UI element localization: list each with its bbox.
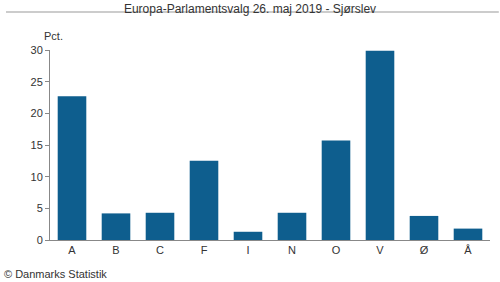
- svg-text:0: 0: [37, 234, 43, 246]
- svg-text:Å: Å: [464, 244, 472, 256]
- svg-text:O: O: [332, 244, 341, 256]
- svg-text:Europa-Parlamentsvalg 26. maj: Europa-Parlamentsvalg 26. maj 2019 - Sjø…: [124, 2, 376, 16]
- svg-text:N: N: [288, 244, 296, 256]
- svg-text:I: I: [246, 244, 249, 256]
- svg-text:5: 5: [37, 202, 43, 214]
- svg-text:© Danmarks Statistik: © Danmarks Statistik: [4, 268, 107, 280]
- svg-text:15: 15: [31, 139, 43, 151]
- svg-text:20: 20: [31, 107, 43, 119]
- svg-text:30: 30: [31, 44, 43, 56]
- svg-text:25: 25: [31, 76, 43, 88]
- svg-text:F: F: [201, 244, 208, 256]
- svg-text:Pct.: Pct.: [44, 30, 63, 42]
- svg-text:A: A: [68, 244, 76, 256]
- svg-text:C: C: [156, 244, 164, 256]
- svg-text:V: V: [376, 244, 384, 256]
- svg-text:10: 10: [31, 171, 43, 183]
- svg-text:Ø: Ø: [420, 244, 429, 256]
- svg-text:B: B: [112, 244, 119, 256]
